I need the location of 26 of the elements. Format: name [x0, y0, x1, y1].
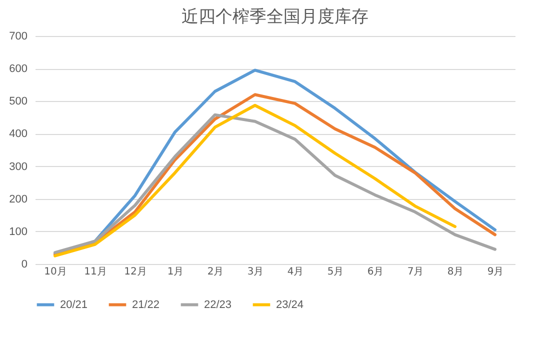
x-tick-label: 11月 — [84, 266, 107, 278]
y-tick-label: 600 — [9, 63, 28, 76]
y-tick-label: 0 — [21, 258, 28, 270]
x-tick-label: 12月 — [124, 266, 147, 278]
chart-title: 近四个榨季全国月度库存 — [182, 7, 368, 27]
line-series — [54, 104, 456, 258]
y-tick-label: 200 — [9, 193, 28, 206]
y-tick-label: 400 — [9, 128, 28, 140]
y-tick-label: 500 — [9, 96, 28, 108]
x-tick-label: 10月 — [44, 266, 67, 278]
x-tick-label: 5月 — [327, 266, 344, 278]
legend-label: 21/22 — [132, 298, 160, 311]
x-tick-label: 3月 — [247, 266, 264, 278]
x-tick-label: 7月 — [407, 266, 424, 278]
y-tick-label: 100 — [9, 226, 28, 238]
x-tick-label: 2月 — [207, 266, 224, 278]
y-tick-label: 300 — [9, 160, 28, 173]
x-tick-label: 8月 — [447, 266, 464, 278]
legend-label: 22/23 — [204, 298, 232, 311]
y-tick-label: 700 — [9, 30, 28, 42]
x-tick-label: 4月 — [287, 266, 304, 278]
x-tick-label: 9月 — [487, 266, 504, 278]
x-tick-label: 1月 — [167, 266, 184, 278]
legend-label: 20/21 — [60, 298, 88, 311]
x-tick-label: 6月 — [367, 266, 384, 278]
legend-label: 23/24 — [276, 298, 304, 311]
